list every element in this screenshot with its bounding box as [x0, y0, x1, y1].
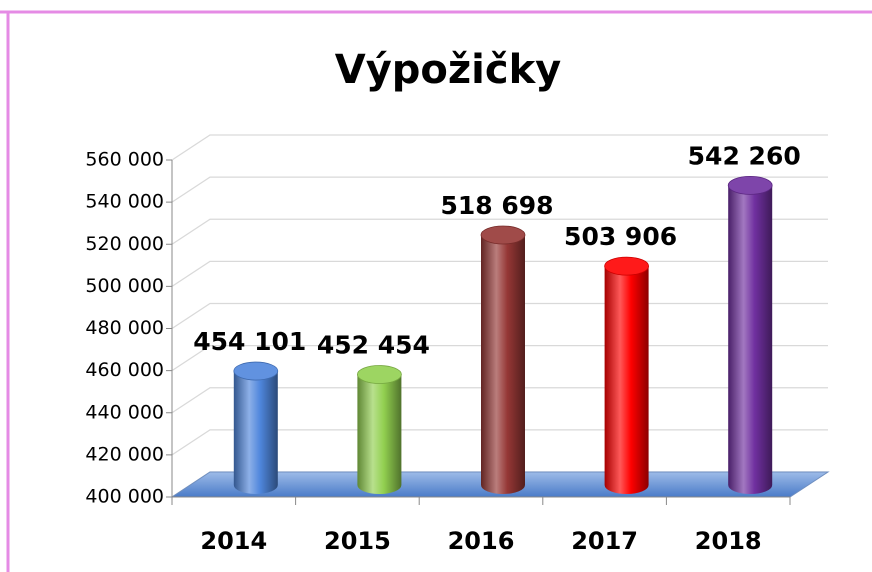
- grid-line: [171, 176, 828, 203]
- y-tick-label: 560 000: [85, 149, 164, 171]
- y-tick-label: 540 000: [85, 191, 164, 213]
- bar: [604, 266, 649, 494]
- x-tick-label: 2017: [571, 527, 638, 555]
- bar-top: [356, 365, 402, 384]
- value-label: 503 906: [564, 222, 677, 251]
- y-tick-label: 400 000: [85, 486, 164, 508]
- value-label: 454 101: [193, 327, 306, 356]
- y-tick-label: 520 000: [85, 233, 164, 255]
- bar-top: [604, 256, 649, 276]
- grid-line: [171, 218, 828, 245]
- chart-title: Výpožičky: [335, 47, 562, 93]
- bar-top: [727, 175, 773, 195]
- y-tick-label: 440 000: [85, 401, 164, 423]
- x-tick-label: 2014: [200, 527, 267, 555]
- x-tick-label: 2018: [695, 527, 762, 555]
- x-tick-label: 2016: [448, 527, 515, 555]
- value-label: 452 454: [317, 331, 430, 360]
- bar: [481, 234, 525, 494]
- y-tick-label: 460 000: [85, 359, 164, 381]
- bar: [728, 185, 773, 494]
- value-label: 542 260: [688, 141, 801, 170]
- bar-top: [233, 361, 279, 381]
- x-tick-label: 2015: [324, 527, 391, 555]
- value-label: 518 698: [440, 191, 553, 220]
- grid-line: [171, 134, 828, 161]
- bar: [357, 374, 402, 494]
- y-tick-label: 480 000: [85, 317, 164, 339]
- bar: [233, 371, 278, 494]
- bar-top: [480, 225, 526, 245]
- y-tick-label: 500 000: [85, 275, 164, 297]
- y-tick-label: 420 000: [85, 443, 164, 465]
